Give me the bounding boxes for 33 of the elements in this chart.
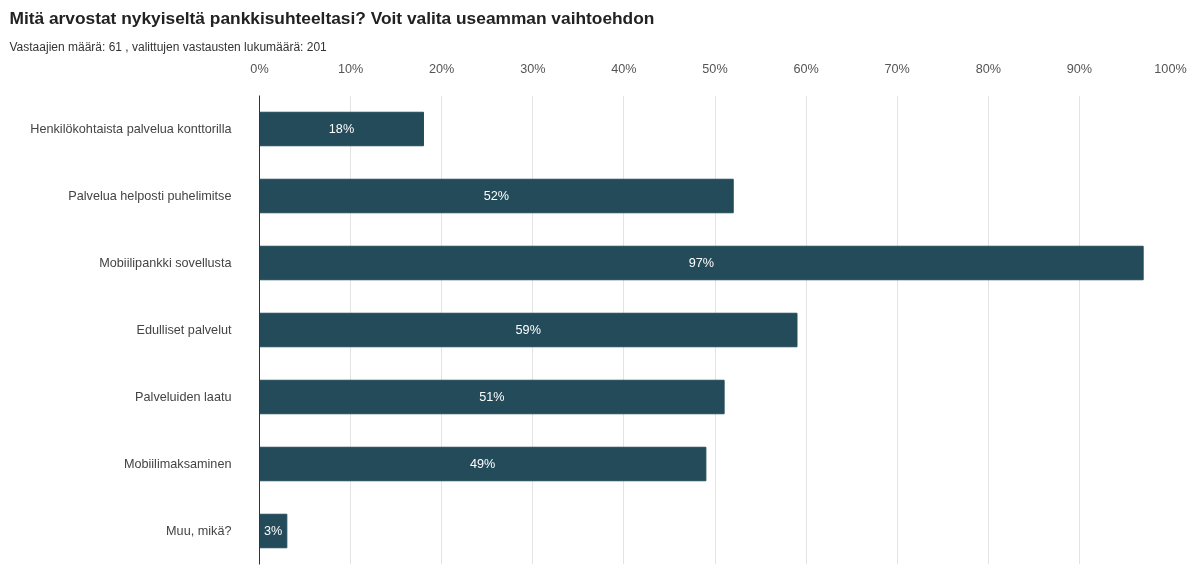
y-tick-label: Palvelua helposti puhelimitse xyxy=(68,189,232,203)
data-label: 52% xyxy=(483,189,510,203)
x-tick-label: 90% xyxy=(1066,61,1093,76)
y-tick-label: Mobiilipankki sovellusta xyxy=(99,256,233,270)
bar xyxy=(259,379,725,415)
bar xyxy=(259,446,707,482)
y-tick-label: Muu, mikä? xyxy=(166,524,232,538)
data-label: 3% xyxy=(264,524,283,538)
chart-title: Mitä arvostat nykyiseltä pankkisuhteeltasi? Voit valita useamman vaihtoehdon xyxy=(9,7,655,28)
data-label: 59% xyxy=(515,323,541,337)
x-tick-label: 0% xyxy=(250,61,269,76)
y-tick-label: Edulliset palvelut xyxy=(136,323,232,337)
x-tick-label: 20% xyxy=(429,61,455,76)
x-tick-label: 100% xyxy=(1154,61,1187,76)
y-tick-label: Palveluiden laatu xyxy=(135,390,232,404)
bar xyxy=(259,245,1144,281)
y-tick-label: Henkilökohtaista palvelua konttorilla xyxy=(30,122,233,136)
data-label: 51% xyxy=(479,390,505,404)
x-tick-label: 70% xyxy=(884,61,910,76)
x-tick-label: 30% xyxy=(520,61,546,76)
bar xyxy=(259,312,798,348)
x-tick-label: 10% xyxy=(337,61,364,76)
bar xyxy=(259,178,734,214)
bar xyxy=(259,111,424,147)
chart-subtitle: Vastaajien määrä: 61 , valittujen vastausten lukumäärä: 201 xyxy=(9,39,328,54)
data-label: 97% xyxy=(688,256,715,270)
x-tick-label: 40% xyxy=(611,61,637,76)
x-tick-label: 50% xyxy=(702,61,728,76)
x-tick-label: 60% xyxy=(793,61,819,76)
data-label: 18% xyxy=(328,122,355,136)
x-tick-label: 80% xyxy=(975,61,1001,76)
data-label: 49% xyxy=(470,457,496,471)
y-tick-label: Mobiilimaksaminen xyxy=(123,457,232,471)
